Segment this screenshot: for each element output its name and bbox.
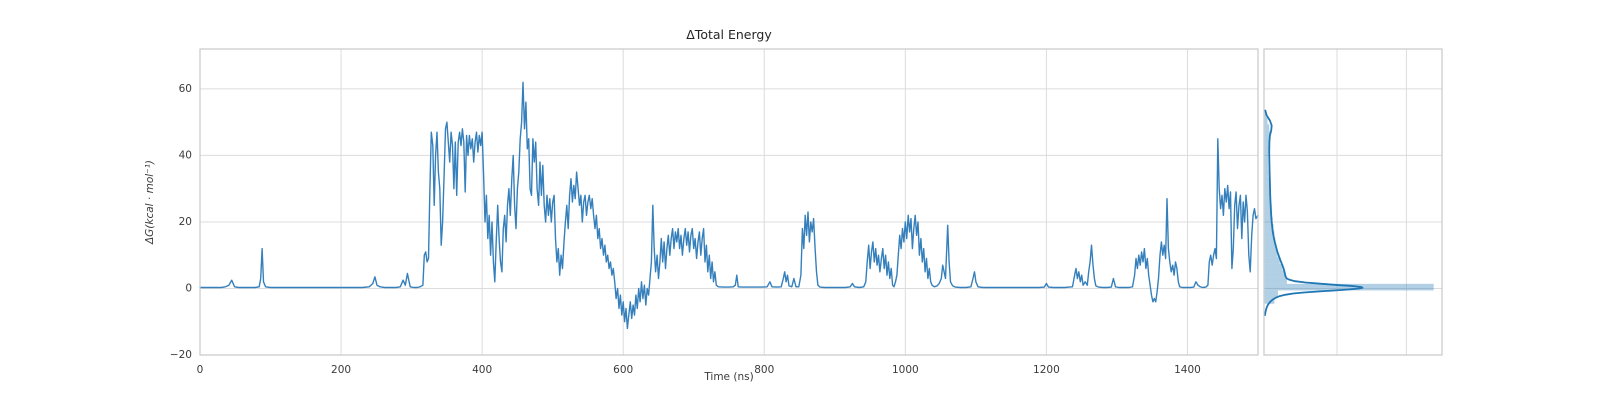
histogram-bar xyxy=(1264,283,1434,291)
histogram-bar xyxy=(1264,184,1270,191)
x-axis-label: Time (ns) xyxy=(703,371,753,383)
x-tick-label: 1200 xyxy=(1033,364,1060,376)
histogram-bar xyxy=(1264,144,1269,151)
marginal-histogram xyxy=(1264,110,1434,304)
y-tick-label: 0 xyxy=(185,282,192,294)
histogram-bar xyxy=(1264,237,1276,244)
histogram-bar xyxy=(1264,230,1275,238)
y-tick-label: 60 xyxy=(179,83,192,95)
tick-labels-layer: 0 200 400 600 800 1000 1200 1400 −20 0 20 40 60 xyxy=(170,83,1201,376)
histogram-bar xyxy=(1264,157,1269,165)
energy-series-line xyxy=(199,81,1259,330)
x-tick-label: 0 xyxy=(197,364,204,376)
x-tick-label: 400 xyxy=(472,364,492,376)
histogram-bar xyxy=(1264,270,1286,278)
histogram-bar xyxy=(1264,250,1278,258)
histogram-bar xyxy=(1264,137,1270,145)
x-tick-label: 1400 xyxy=(1174,364,1201,376)
marginal-kde-layer xyxy=(1264,109,1364,317)
y-tick-label: 20 xyxy=(179,216,192,228)
histogram-bar xyxy=(1264,150,1269,158)
histogram-bar xyxy=(1264,223,1274,231)
plot-borders xyxy=(199,48,1443,356)
x-tick-label: 800 xyxy=(754,364,774,376)
x-tick-label: 600 xyxy=(613,364,633,376)
histogram-bar xyxy=(1264,217,1273,224)
energy-line-layer xyxy=(199,81,1259,330)
histogram-bar xyxy=(1264,110,1267,118)
y-tick-label: 40 xyxy=(179,149,192,161)
histogram-bar xyxy=(1264,277,1287,284)
histogram-bar xyxy=(1264,257,1280,264)
chart-title: ΔTotal Energy xyxy=(686,27,772,42)
histogram-bar xyxy=(1264,297,1275,304)
main-plot-border xyxy=(199,48,1259,356)
x-tick-label: 1000 xyxy=(892,364,919,376)
histogram-bar xyxy=(1264,290,1278,298)
histogram-bar xyxy=(1264,170,1269,178)
x-tick-label: 200 xyxy=(331,364,351,376)
histogram-bar xyxy=(1264,197,1272,204)
y-axis-label: ΔG(kcal · mol⁻¹) xyxy=(144,160,156,245)
histogram-bar xyxy=(1264,164,1269,171)
histogram-bar xyxy=(1264,203,1272,211)
histogram-bar xyxy=(1264,117,1268,125)
kde-curve xyxy=(1264,109,1364,317)
histogram-bar xyxy=(1264,263,1283,271)
marginal-plot-border xyxy=(1263,48,1443,356)
histogram-bar xyxy=(1264,177,1270,185)
histogram-bar xyxy=(1264,210,1273,218)
histogram-bar xyxy=(1264,243,1277,251)
histogram-bar xyxy=(1264,130,1270,138)
grid-layer xyxy=(200,49,1442,355)
histogram-bar xyxy=(1264,190,1271,198)
y-tick-label: −20 xyxy=(170,349,192,361)
histogram-bar xyxy=(1264,124,1270,131)
